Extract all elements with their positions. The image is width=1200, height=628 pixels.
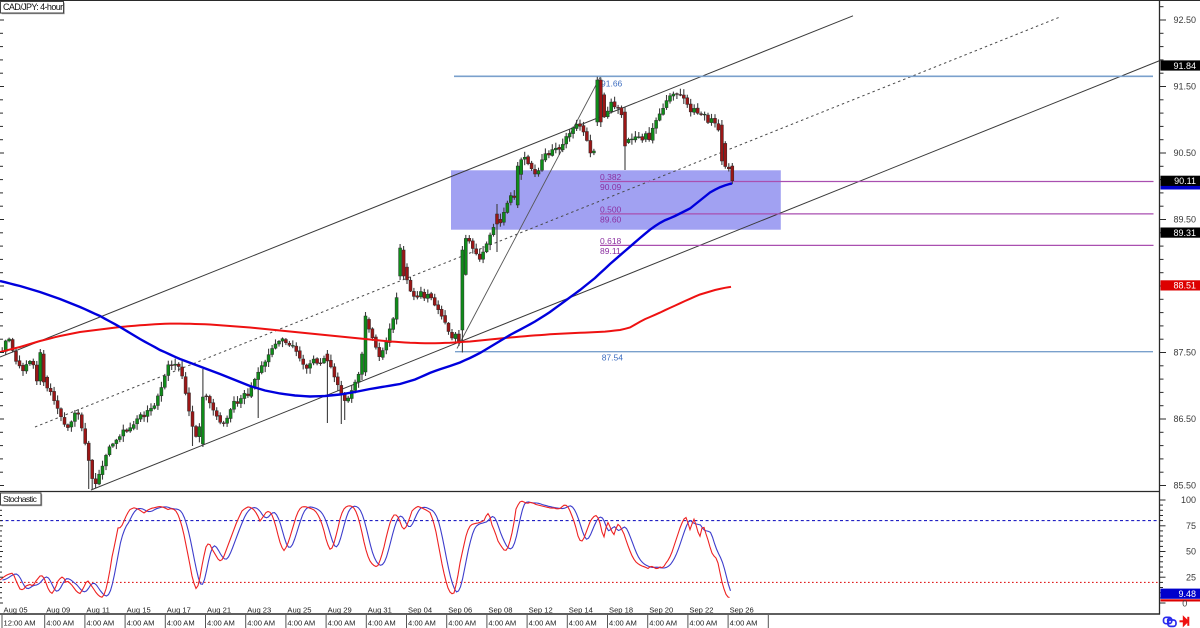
svg-text:4:00 AM: 4:00 AM	[127, 619, 155, 628]
svg-text:85.50: 85.50	[1173, 481, 1196, 491]
svg-text:Sep 14: Sep 14	[569, 605, 593, 614]
svg-text:87.54: 87.54	[602, 353, 624, 363]
svg-text:90.09: 90.09	[600, 182, 622, 192]
svg-text:Sep 08: Sep 08	[488, 605, 512, 614]
svg-text:4:00 AM: 4:00 AM	[167, 619, 195, 628]
svg-text:4:00 AM: 4:00 AM	[649, 619, 677, 628]
svg-text:Aug 23: Aug 23	[247, 605, 271, 614]
svg-text:12:00 AM: 12:00 AM	[4, 619, 36, 628]
svg-text:Aug 09: Aug 09	[46, 605, 70, 614]
svg-text:89.50: 89.50	[1173, 215, 1196, 225]
svg-text:4:00 AM: 4:00 AM	[287, 619, 315, 628]
svg-text:25: 25	[1186, 573, 1196, 583]
svg-text:92.50: 92.50	[1173, 15, 1196, 25]
svg-text:Aug 15: Aug 15	[127, 605, 151, 614]
svg-text:91.84: 91.84	[1173, 61, 1196, 71]
svg-text:0.500: 0.500	[600, 204, 622, 214]
svg-text:Sep 22: Sep 22	[689, 605, 713, 614]
svg-text:4:00 AM: 4:00 AM	[488, 619, 516, 628]
svg-text:4:00 AM: 4:00 AM	[689, 619, 717, 628]
svg-text:Aug 05: Aug 05	[4, 605, 28, 614]
svg-text:89.31: 89.31	[1173, 228, 1196, 238]
svg-text:Stochastic: Stochastic	[3, 494, 38, 504]
svg-text:50: 50	[1186, 547, 1196, 557]
svg-text:87.50: 87.50	[1173, 348, 1196, 358]
svg-text:86.50: 86.50	[1173, 414, 1196, 424]
svg-text:89.11: 89.11	[600, 246, 621, 256]
svg-text:Aug 31: Aug 31	[368, 605, 392, 614]
svg-text:4:00 AM: 4:00 AM	[569, 619, 597, 628]
svg-text:0.382: 0.382	[600, 172, 622, 182]
svg-text:Aug 25: Aug 25	[287, 605, 311, 614]
svg-text:4:00 AM: 4:00 AM	[408, 619, 436, 628]
svg-text:Aug 21: Aug 21	[207, 605, 231, 614]
svg-text:4:00 AM: 4:00 AM	[730, 619, 758, 628]
svg-text:Sep 18: Sep 18	[609, 605, 633, 614]
svg-text:89.60: 89.60	[600, 214, 622, 224]
svg-text:90.11: 90.11	[1174, 176, 1196, 186]
svg-text:Sep 26: Sep 26	[730, 605, 754, 614]
svg-text:4:00 AM: 4:00 AM	[207, 619, 235, 628]
svg-text:CAD/JPY: 4-hour: CAD/JPY: 4-hour	[3, 2, 63, 12]
svg-text:4:00 AM: 4:00 AM	[529, 619, 557, 628]
svg-text:4:00 AM: 4:00 AM	[328, 619, 356, 628]
svg-text:4:00 AM: 4:00 AM	[247, 619, 275, 628]
svg-text:4:00 AM: 4:00 AM	[609, 619, 637, 628]
svg-text:75: 75	[1186, 521, 1196, 531]
svg-text:Sep 06: Sep 06	[448, 605, 472, 614]
svg-text:Sep 12: Sep 12	[529, 605, 553, 614]
svg-text:91.66: 91.66	[601, 79, 623, 89]
svg-text:9.48: 9.48	[1178, 589, 1196, 599]
svg-text:Aug 29: Aug 29	[328, 605, 352, 614]
svg-text:Sep 04: Sep 04	[408, 605, 432, 614]
svg-text:Aug 17: Aug 17	[167, 605, 191, 614]
svg-text:Sep 20: Sep 20	[649, 605, 673, 614]
svg-text:90.50: 90.50	[1173, 148, 1196, 158]
svg-text:Aug 11: Aug 11	[86, 605, 110, 614]
svg-text:0.618: 0.618	[600, 236, 622, 246]
svg-text:88.51: 88.51	[1173, 281, 1196, 291]
svg-text:0: 0	[1182, 599, 1187, 609]
svg-text:91.50: 91.50	[1173, 82, 1196, 92]
svg-text:4:00 AM: 4:00 AM	[368, 619, 396, 628]
svg-text:4:00 AM: 4:00 AM	[448, 619, 476, 628]
svg-text:100: 100	[1181, 495, 1196, 505]
svg-text:4:00 AM: 4:00 AM	[46, 619, 74, 628]
svg-text:4:00 AM: 4:00 AM	[86, 619, 114, 628]
